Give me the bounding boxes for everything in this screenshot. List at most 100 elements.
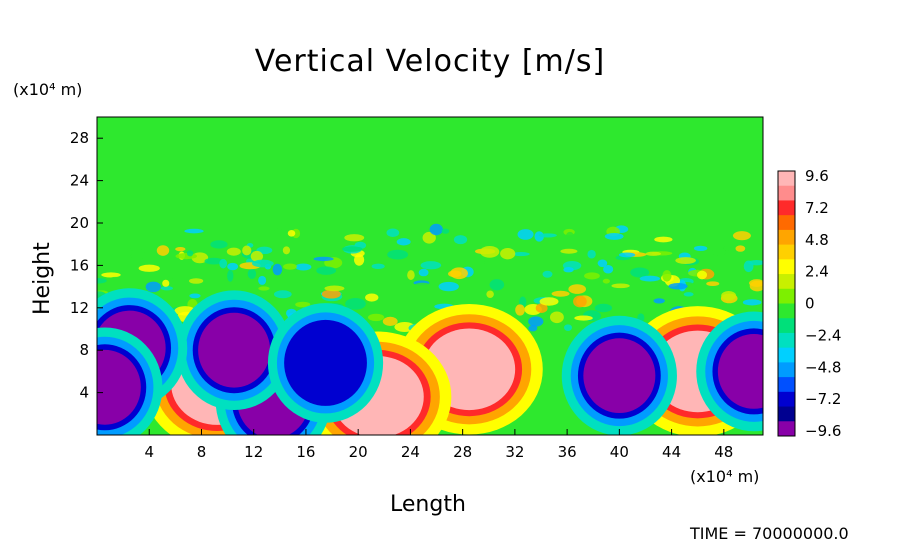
- turbulence-cell: [251, 259, 274, 268]
- turbulence-cell: [538, 233, 557, 238]
- turbulence-cell: [528, 325, 538, 332]
- turbulence-cell: [742, 299, 762, 306]
- turbulence-cell: [711, 248, 727, 256]
- turbulence-cell: [101, 272, 121, 278]
- y-tick-label: 20: [70, 214, 89, 232]
- y-unit-label: (x10⁴ m): [13, 80, 83, 99]
- turbulence-cell: [668, 242, 688, 250]
- turbulence-cell: [175, 247, 186, 252]
- turbulence-cell: [564, 324, 572, 331]
- turbulence-cell: [387, 249, 409, 260]
- turbulence-cell: [283, 263, 297, 270]
- y-axis-label: Height: [30, 242, 55, 315]
- turbulence-cell: [321, 289, 341, 299]
- time-label: TIME = 70000000.0: [690, 524, 849, 543]
- x-tick-label: 8: [197, 443, 207, 461]
- turbulence-cell: [175, 252, 197, 260]
- turbulence-cell: [542, 270, 553, 278]
- turbulence-cell: [696, 270, 708, 280]
- colorbar-swatch: [778, 185, 795, 201]
- turbulence-cell: [639, 275, 661, 282]
- x-tick-label: 48: [714, 443, 733, 461]
- colorbar-swatch: [778, 362, 795, 378]
- turbulence-cell: [282, 246, 291, 255]
- x-tick-label: 44: [662, 443, 681, 461]
- turbulence-cell: [584, 272, 600, 280]
- turbulence-cell: [145, 281, 161, 293]
- turbulence-cell: [489, 279, 505, 291]
- turbulence-cell: [411, 282, 434, 293]
- y-tick-label: 24: [70, 172, 89, 190]
- turbulence-cell: [611, 283, 630, 289]
- turbulence-cell: [97, 277, 107, 284]
- colorbar-swatch: [778, 347, 795, 363]
- turbulence-cell: [597, 259, 608, 268]
- turbulence-cell: [706, 281, 720, 287]
- colorbar-label: 2.4: [805, 263, 829, 281]
- turbulence-cell: [743, 260, 754, 273]
- x-tick-label: 40: [610, 443, 629, 461]
- colorbar-label: 9.6: [805, 167, 829, 185]
- colorbar-label: −2.4: [805, 326, 841, 344]
- turbulence-cell: [450, 267, 468, 280]
- turbulence-cell: [313, 256, 334, 262]
- turbulence-cell: [645, 251, 662, 256]
- turbulence-cell: [654, 236, 673, 243]
- x-tick-label: 12: [244, 443, 263, 461]
- turbulence-cell: [242, 245, 252, 256]
- turbulence-cell: [422, 231, 436, 244]
- turbulence-cell: [219, 258, 228, 269]
- colorbar-frame: [777, 170, 796, 437]
- colorbar-swatch: [778, 391, 795, 408]
- colorbar-label: 4.8: [805, 231, 829, 249]
- turbulence-cell: [549, 311, 564, 324]
- colorbar-swatch: [778, 332, 795, 349]
- turbulence-cell: [438, 281, 459, 292]
- colorbar-swatch: [778, 303, 795, 319]
- turbulence-cell: [210, 240, 228, 249]
- turbulence-cell: [441, 228, 450, 234]
- y-tick-label: 28: [70, 129, 89, 147]
- colorbar-swatch: [778, 200, 795, 216]
- velocity-cell: [289, 325, 362, 401]
- colorbar-swatch: [778, 318, 795, 334]
- turbulence-cell: [723, 245, 731, 252]
- colorbar-swatch: [778, 274, 795, 290]
- turbulence-cell: [108, 276, 124, 282]
- turbulence-cell: [483, 260, 492, 265]
- turbulence-cell: [295, 263, 312, 271]
- turbulence-cell: [675, 257, 696, 264]
- turbulence-cell: [324, 285, 345, 292]
- turbulence-cell: [453, 235, 468, 245]
- turbulence-cell: [618, 252, 636, 258]
- turbulence-cell: [480, 245, 500, 258]
- turbulence-cell: [515, 304, 525, 316]
- turbulence-cell: [396, 238, 411, 246]
- turbulence-cell: [587, 249, 596, 259]
- turbulence-cell: [227, 262, 239, 271]
- colorbar-label: −4.8: [805, 358, 841, 376]
- turbulence-cell: [420, 261, 442, 270]
- turbulence-cell: [534, 231, 544, 242]
- turbulence-cell: [184, 228, 204, 234]
- turbulence-cell: [573, 295, 587, 308]
- turbulence-cell: [204, 257, 224, 265]
- turbulence-cell: [668, 282, 688, 290]
- x-tick-label: 20: [349, 443, 368, 461]
- turbulence-cell: [539, 297, 559, 306]
- colorbar-label: 7.2: [805, 199, 829, 217]
- turbulence-cell: [226, 247, 241, 256]
- turbulence-cell: [162, 279, 170, 287]
- turbulence-cell: [188, 278, 204, 284]
- colorbar-swatch: [778, 171, 795, 187]
- turbulence-cell: [344, 234, 365, 242]
- x-unit-label: (x10⁴ m): [690, 467, 760, 486]
- turbulence-cell: [486, 290, 494, 299]
- colorbar-swatch: [778, 377, 795, 393]
- turbulence-cell: [407, 270, 415, 280]
- turbulence-cell: [382, 316, 398, 327]
- velocity-cell: [198, 312, 271, 388]
- turbulence-cell: [566, 231, 574, 240]
- turbulence-cell: [683, 292, 694, 297]
